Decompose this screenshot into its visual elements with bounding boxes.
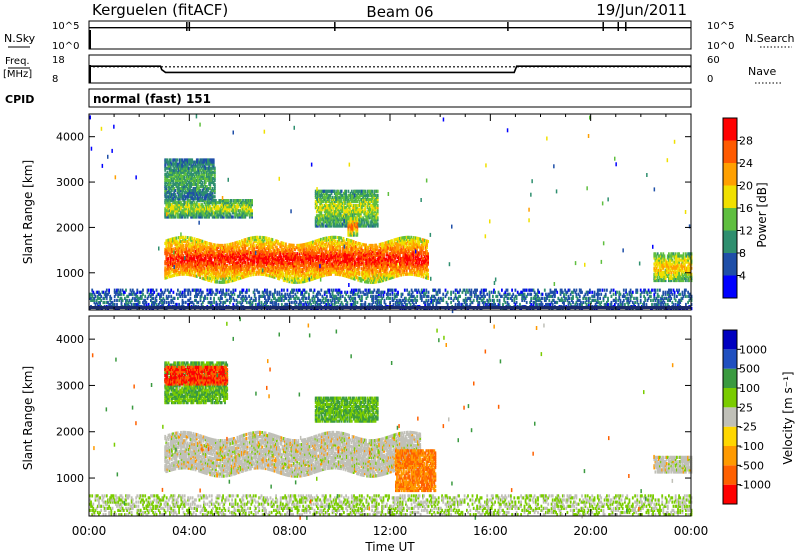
power-cell	[251, 209, 253, 212]
power-cell	[213, 158, 215, 161]
power-cell	[283, 242, 285, 245]
power-cell	[202, 181, 204, 184]
power-cell	[232, 215, 234, 218]
nsearch-tick-bottom: 10^0	[707, 41, 734, 52]
nave-tick-top: 60	[707, 55, 720, 66]
power-cell	[174, 189, 176, 192]
power-cell	[224, 244, 226, 247]
power-cell	[372, 244, 374, 247]
nsky-label: N.Sky	[4, 32, 36, 45]
cpid-label: CPID	[5, 93, 34, 106]
power-cell	[214, 195, 216, 198]
power-cell	[228, 199, 230, 202]
power-cell	[251, 199, 253, 202]
freq-unit: [MHz]	[3, 69, 32, 80]
freq-frame	[89, 55, 691, 83]
power-cell	[170, 158, 172, 161]
power-cell	[259, 236, 261, 239]
date-label: 19/Jun/2011	[596, 1, 687, 19]
power-cell	[232, 242, 234, 245]
nsearch-label: N.Search	[745, 32, 795, 45]
nsky-tick-bottom: 10^0	[52, 41, 79, 52]
power-cell	[293, 244, 295, 247]
power-cell	[182, 244, 184, 247]
site-title: Kerguelen (fitACF)	[92, 1, 228, 19]
nsky-frame	[89, 21, 691, 49]
power-cell	[231, 199, 233, 202]
cpid-value: normal (fast) 151	[93, 92, 211, 106]
power-cell	[335, 236, 337, 239]
freq-tick-top: 18	[52, 55, 65, 66]
power-cell	[177, 158, 179, 161]
power-cell	[427, 252, 429, 255]
power-cell	[427, 269, 429, 272]
power-cell	[185, 236, 187, 239]
power-cell	[272, 238, 274, 241]
power-cell	[206, 241, 208, 244]
nsky-panel: N.Sky 10^5 10^0 10^5 10^0 N.Search	[4, 21, 795, 52]
power-cell	[244, 238, 246, 241]
power-cell	[253, 244, 255, 247]
nsearch-tick-top: 10^5	[707, 21, 734, 32]
cpid-panel: CPID normal (fast) 151	[5, 89, 691, 107]
power-cell	[214, 167, 216, 170]
power-cell	[283, 273, 285, 276]
nave-tick-bottom: 0	[707, 74, 713, 85]
power-cell	[214, 183, 216, 186]
power-cell	[244, 261, 246, 264]
power-cell	[176, 237, 178, 240]
freq-label: Freq.	[5, 56, 30, 67]
nave-label: Nave	[748, 65, 776, 78]
nsky-tick-top: 10^5	[52, 21, 79, 32]
power-cell	[391, 239, 393, 242]
power-cell	[285, 243, 287, 246]
power-cell	[358, 271, 360, 274]
freq-tick-bottom: 8	[52, 74, 58, 85]
freq-panel: Freq. [MHz] 18 8 60 0 Nave	[3, 55, 782, 85]
power-cell	[377, 246, 379, 249]
beam-label: Beam 06	[366, 3, 433, 21]
power-cell	[427, 240, 429, 243]
power-cell	[427, 273, 429, 276]
power-cell	[296, 252, 298, 255]
